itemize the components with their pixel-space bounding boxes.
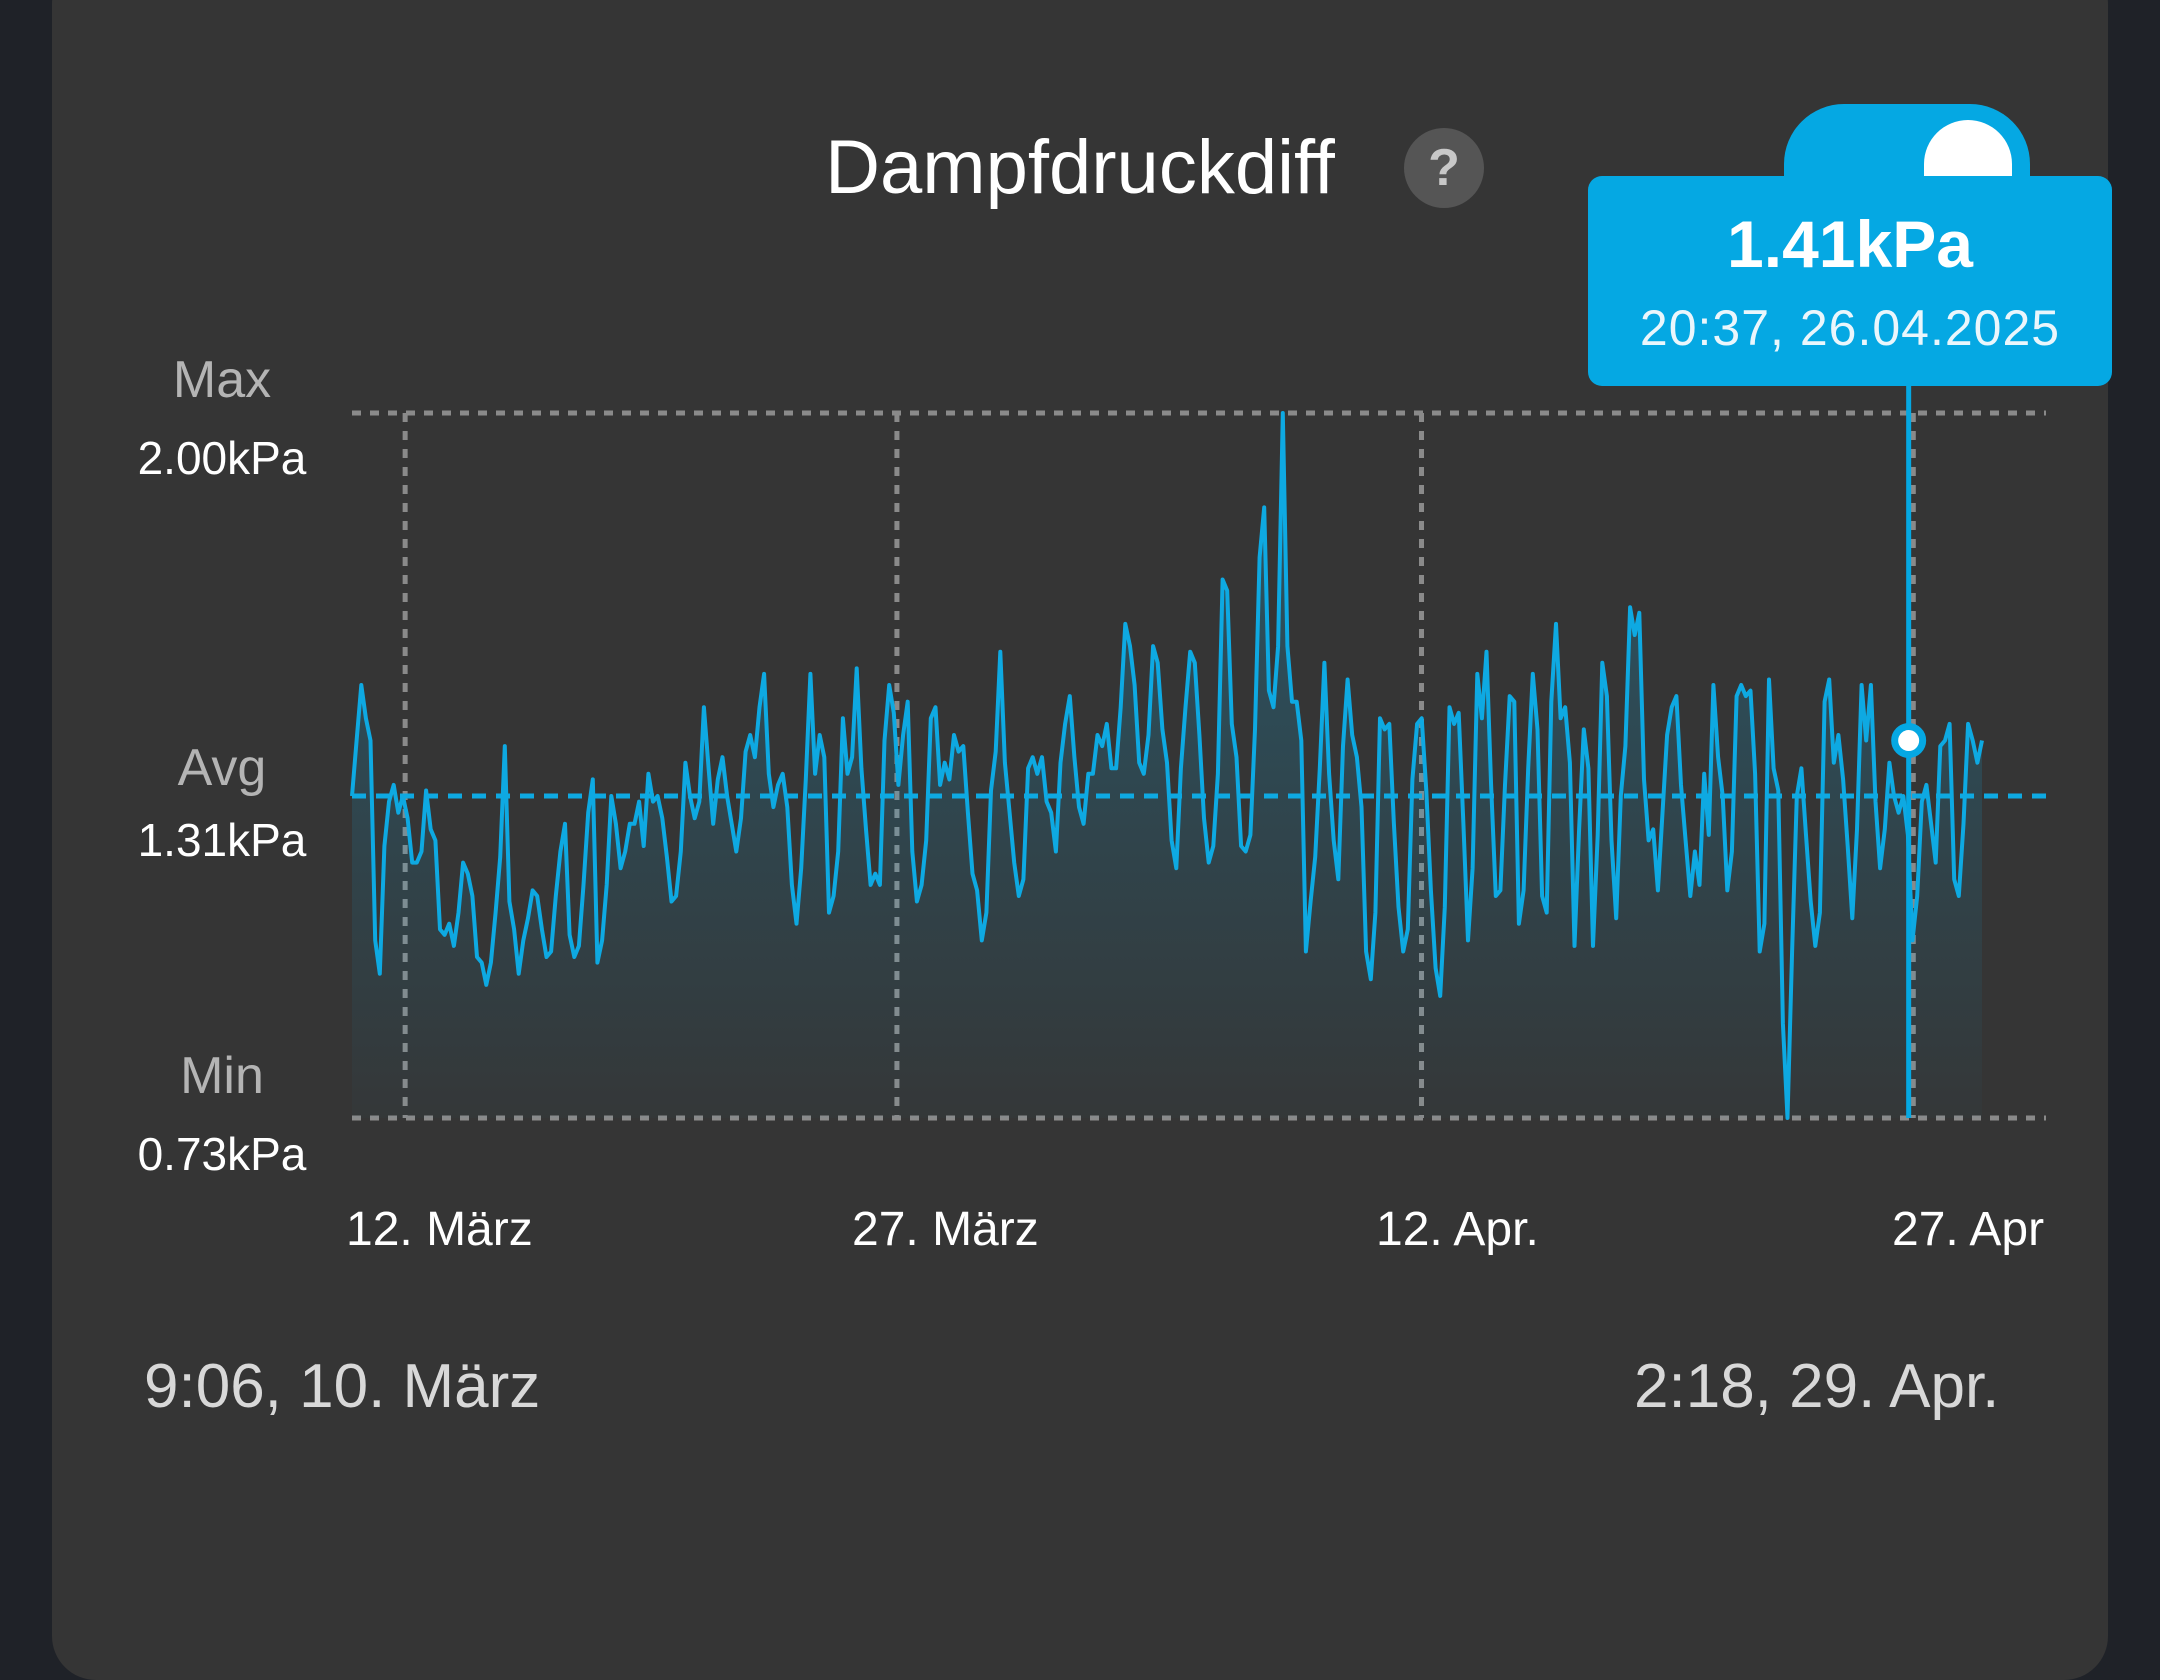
chart-title: Dampfdruckdiff bbox=[825, 125, 1335, 210]
tooltip-timestamp: 20:37, 26.04.2025 bbox=[1639, 300, 2061, 356]
range-start-label: 9:06, 10. März bbox=[144, 1352, 541, 1421]
x-tick-label: 12. Apr. bbox=[1376, 1203, 1539, 1256]
min-value: 0.73kPa bbox=[137, 1128, 307, 1180]
selected-point[interactable] bbox=[1891, 723, 1927, 759]
avg-value: 1.31kPa bbox=[137, 814, 307, 866]
help-button[interactable]: ? bbox=[1404, 128, 1484, 208]
max-value: 2.00kPa bbox=[137, 432, 307, 484]
x-tick-label: 12. März bbox=[346, 1203, 533, 1256]
range-end-label: 2:18, 29. Apr. bbox=[1634, 1352, 2000, 1421]
chart-plot[interactable] bbox=[0, 0, 2160, 1636]
x-tick-label: 27. März bbox=[852, 1203, 1039, 1256]
avg-label: Avg bbox=[177, 739, 267, 797]
x-tick-label: 27. Apr bbox=[1892, 1203, 2045, 1256]
question-circle-icon: ? bbox=[1428, 139, 1460, 197]
max-label: Max bbox=[172, 351, 272, 409]
value-tooltip: 1.41kPa 20:37, 26.04.2025 bbox=[1588, 176, 2112, 386]
tooltip-value: 1.41kPa bbox=[1727, 207, 1973, 281]
series-line bbox=[350, 411, 1984, 1120]
min-label: Min bbox=[180, 1047, 264, 1105]
